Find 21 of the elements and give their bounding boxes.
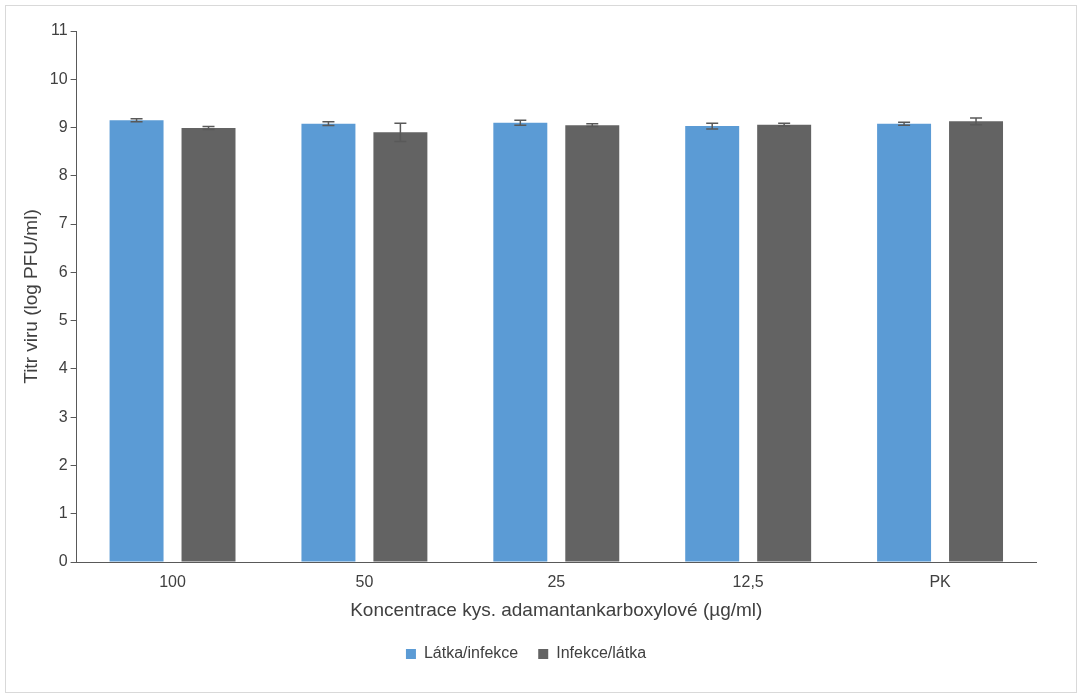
y-tick-label: 7 (58, 214, 68, 232)
y-axis-title: Titr viru (log PFU/ml) (19, 209, 41, 384)
x-axis-title: Koncentrace kys. adamantankarboxylové (µg/ml) (350, 598, 763, 620)
y-tick-label: 4 (58, 359, 68, 377)
y-tick-label: 9 (58, 117, 68, 135)
y-tick-label: 2 (58, 455, 68, 473)
y-tick-label: 11 (50, 21, 68, 39)
x-tick-label: 25 (547, 573, 566, 591)
legend-label: Látka/infekce (423, 644, 519, 662)
y-tick-label: 6 (58, 262, 68, 280)
legend-label: Infekce/látka (556, 644, 647, 662)
x-tick-label: 100 (159, 573, 186, 591)
y-tick-label: 0 (58, 552, 68, 570)
y-tick-label: 5 (58, 311, 68, 329)
y-tick-label: 8 (58, 166, 68, 184)
x-tick-label: PK (929, 573, 952, 591)
y-tick-label: 1 (58, 504, 68, 522)
y-tick-label: 10 (49, 69, 68, 87)
y-tick-label: 3 (58, 407, 68, 425)
x-tick-label: 12,5 (732, 573, 764, 591)
x-tick-label: 50 (355, 573, 374, 591)
